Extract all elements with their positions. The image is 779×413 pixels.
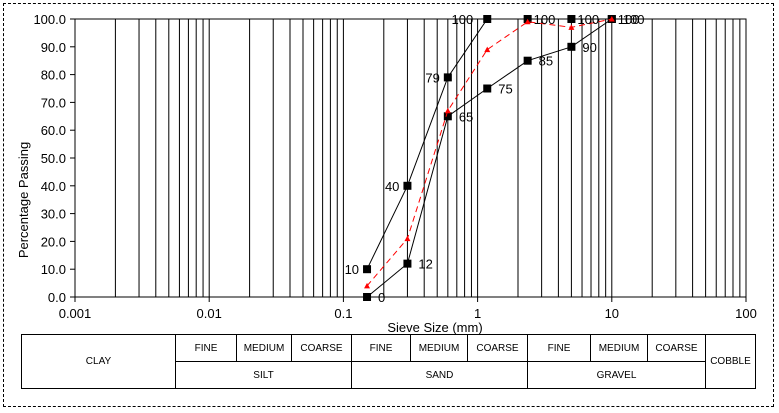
grid [74, 19, 747, 297]
x-tick-label: 1 [474, 306, 481, 321]
data-label-upper: 40 [385, 179, 399, 194]
data-label-upper: 100 [618, 12, 640, 27]
chart-frame [3, 3, 774, 407]
data-label-upper: 100 [534, 12, 556, 27]
gravel-fine-cell: FINE [527, 334, 591, 362]
y-tick-label: 20.0 [41, 234, 66, 249]
data-point-square [483, 15, 492, 23]
plot-border [74, 18, 747, 298]
data-point-square [363, 265, 372, 274]
y-tick-label: 30.0 [41, 207, 66, 222]
y-tick-label: 10.0 [41, 262, 66, 277]
series-line-2 [366, 18, 613, 298]
x-tick-label: 10 [605, 306, 619, 321]
sand-fine-cell: FINE [351, 334, 411, 362]
sand-medium-cell: MEDIUM [410, 334, 468, 362]
data-point-triangle [524, 18, 531, 25]
y-tick-label: 90.0 [41, 40, 66, 55]
series-line-1 [366, 18, 612, 270]
data-label-lower: 12 [418, 257, 432, 272]
sand-cell: SAND [351, 361, 528, 389]
data-label-upper: 10 [345, 262, 359, 277]
data-label-lower: 100 [623, 12, 645, 27]
y-tick-label: 100.0 [33, 12, 66, 27]
y-tick-label: 70.0 [41, 95, 66, 110]
silt-cell: SILT [175, 361, 352, 389]
data-label-lower: 65 [459, 109, 473, 124]
data-point-square [567, 42, 576, 51]
data-point-triangle [484, 46, 491, 53]
y-tick-label: 40.0 [41, 179, 66, 194]
data-point-square [443, 73, 452, 82]
data-point-triangle [364, 282, 371, 289]
x-tick-label: 0.01 [197, 306, 222, 321]
clay-cell: CLAY [21, 334, 176, 389]
data-point-square [567, 15, 576, 23]
data-point-square [403, 259, 412, 268]
data-point-square [363, 293, 372, 301]
cobble-cell: COBBLE [705, 334, 756, 389]
sand-coarse-cell: COARSE [467, 334, 528, 362]
data-point-triangle [404, 235, 411, 242]
data-point-square [443, 112, 452, 121]
data-point-triangle [444, 107, 451, 114]
silt-medium-cell: MEDIUM [236, 334, 292, 362]
y-axis-title: Percentage Passing [16, 142, 31, 258]
data-point-square [403, 181, 412, 190]
y-tick-label: 80.0 [41, 68, 66, 83]
gravel-coarse-cell: COARSE [647, 334, 706, 362]
data-point-square [523, 56, 532, 65]
x-tick-label: 100 [735, 306, 757, 321]
data-label-lower: 85 [539, 54, 553, 69]
y-tick-label: 0.0 [48, 290, 66, 305]
silt-coarse-cell: COARSE [291, 334, 352, 362]
gravel-cell: GRAVEL [527, 361, 706, 389]
data-label-lower: 90 [582, 40, 596, 55]
data-label-lower: 75 [498, 82, 512, 97]
data-label-lower: 0 [378, 290, 385, 305]
x-tick-label: 0.001 [59, 306, 92, 321]
x-tick-label: 0.1 [334, 306, 352, 321]
y-tick-label: 50.0 [41, 151, 66, 166]
y-tick-label: 60.0 [41, 123, 66, 138]
data-point-square [483, 84, 492, 93]
data-point-triangle [608, 16, 615, 22]
data-label-upper: 79 [425, 70, 439, 85]
axes: 0.010.020.030.040.050.060.070.080.090.01… [33, 12, 756, 321]
data-point-triangle [568, 24, 575, 30]
soil-classification-table: CLAY FINE MEDIUM COARSE FINE MEDIUM COAR… [21, 334, 756, 389]
gravel-medium-cell: MEDIUM [590, 334, 648, 362]
data-label-upper: 100 [577, 12, 599, 27]
data-label-upper: 100 [452, 12, 474, 27]
x-axis-title: Sieve Size (mm) [387, 320, 482, 335]
series-line-3 [366, 18, 612, 287]
silt-fine-cell: FINE [175, 334, 237, 362]
